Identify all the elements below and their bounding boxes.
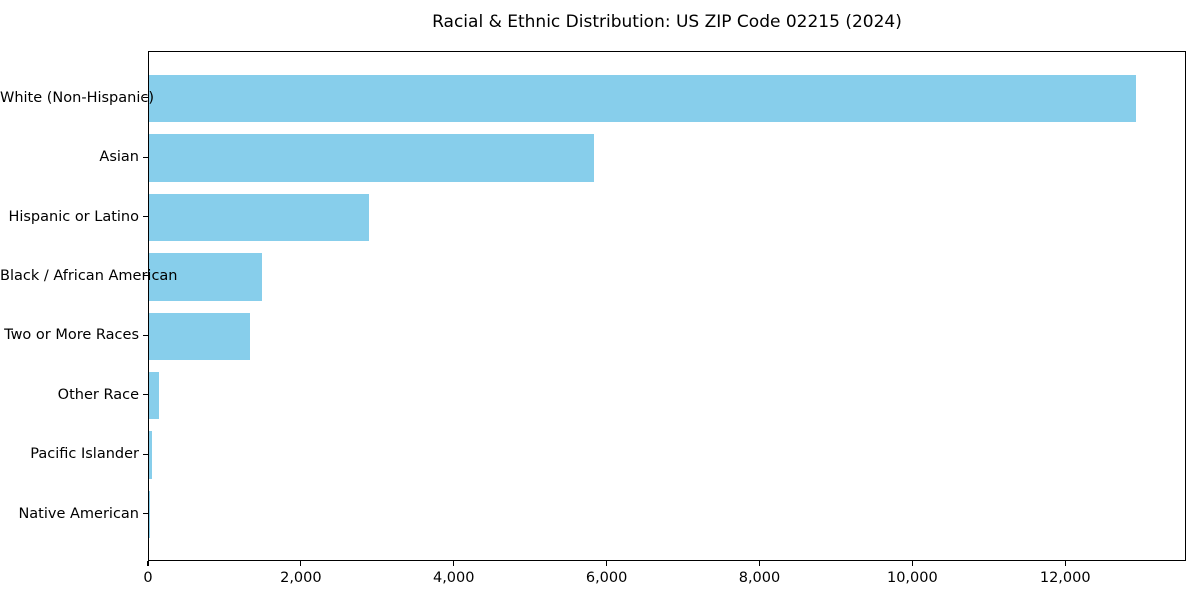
y-axis-tick (143, 334, 148, 336)
y-axis-tick (143, 215, 148, 218)
bar (149, 74, 1137, 123)
x-tick-label: 4,000 (432, 570, 475, 586)
y-axis-tick (143, 453, 148, 455)
y-tick-label: Native American (18, 505, 139, 522)
x-axis-tick (911, 561, 913, 566)
y-tick-label: Pacific Islander (30, 446, 139, 463)
y-axis-tick (143, 512, 148, 515)
bar (149, 312, 251, 361)
x-axis-tick (453, 561, 455, 566)
bar (149, 134, 594, 182)
x-tick-label: 0 (143, 570, 153, 586)
y-tick-label: Other Race (57, 386, 139, 403)
x-axis-tick (606, 561, 608, 566)
y-axis-tick (143, 97, 148, 99)
x-axis-tick (1064, 561, 1066, 566)
chart-title: Racial & Ethnic Distribution: US ZIP Cod… (432, 12, 902, 32)
x-tick-label: 10,000 (886, 570, 938, 586)
x-axis-tick (147, 561, 149, 566)
y-tick-label: White (Non-Hispanic) (0, 89, 154, 106)
x-tick-label: 8,000 (738, 570, 781, 586)
y-tick-label: Asian (99, 149, 139, 166)
y-axis-tick (143, 156, 148, 158)
x-tick-label: 2,000 (280, 570, 322, 586)
x-axis-tick (758, 561, 761, 566)
y-axis-tick (143, 275, 148, 277)
bar (149, 431, 153, 479)
y-tick-label: Hispanic or Latino (8, 208, 139, 225)
x-tick-label: 6,000 (585, 570, 628, 586)
bar (149, 253, 262, 301)
plot-area (148, 51, 1186, 561)
y-tick-label: Black / African American (0, 267, 178, 284)
x-axis-tick (300, 561, 302, 566)
y-tick-label: Two or More Races (4, 327, 139, 344)
x-tick-label: 12,000 (1039, 570, 1091, 586)
bar (149, 371, 160, 420)
y-axis-tick (143, 394, 148, 396)
bar (149, 193, 370, 242)
